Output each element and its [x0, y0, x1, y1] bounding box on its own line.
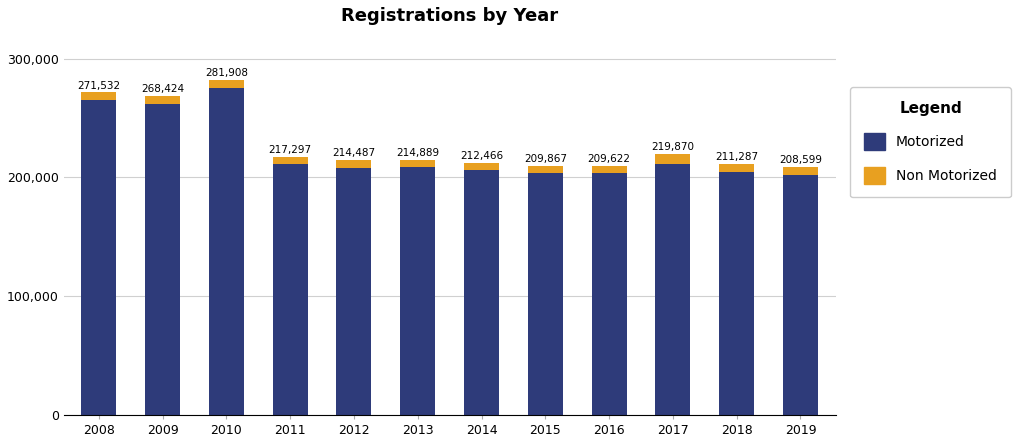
Bar — [528, 166, 562, 173]
Bar — [528, 173, 562, 415]
Bar — [145, 96, 180, 104]
Bar — [655, 164, 691, 415]
Text: 214,889: 214,889 — [396, 148, 439, 158]
Bar — [145, 104, 180, 415]
Text: 208,599: 208,599 — [779, 155, 822, 166]
Bar — [400, 160, 435, 167]
Bar — [336, 160, 372, 168]
Title: Registrations by Year: Registrations by Year — [341, 7, 558, 25]
Bar — [783, 175, 818, 415]
Bar — [464, 170, 499, 415]
Bar — [82, 100, 116, 415]
Bar — [592, 174, 627, 415]
Text: 268,424: 268,424 — [141, 84, 184, 94]
Text: 209,867: 209,867 — [524, 154, 567, 164]
Text: 281,908: 281,908 — [205, 68, 248, 78]
Text: 219,870: 219,870 — [651, 142, 694, 152]
Text: 271,532: 271,532 — [77, 81, 120, 91]
Text: 212,466: 212,466 — [460, 151, 503, 161]
Bar — [783, 167, 818, 175]
Bar — [719, 172, 754, 415]
Legend: Motorized, Non Motorized: Motorized, Non Motorized — [850, 87, 1011, 198]
Bar — [400, 167, 435, 415]
Bar — [592, 166, 627, 174]
Bar — [336, 168, 372, 415]
Bar — [209, 88, 244, 415]
Bar — [719, 164, 754, 172]
Text: 209,622: 209,622 — [588, 154, 631, 164]
Bar — [82, 92, 116, 100]
Text: 217,297: 217,297 — [269, 145, 312, 155]
Bar — [273, 157, 308, 164]
Text: 211,287: 211,287 — [715, 152, 758, 162]
Bar — [209, 80, 244, 88]
Bar — [464, 163, 499, 170]
Bar — [655, 154, 691, 164]
Bar — [273, 164, 308, 415]
Text: 214,487: 214,487 — [332, 148, 376, 159]
